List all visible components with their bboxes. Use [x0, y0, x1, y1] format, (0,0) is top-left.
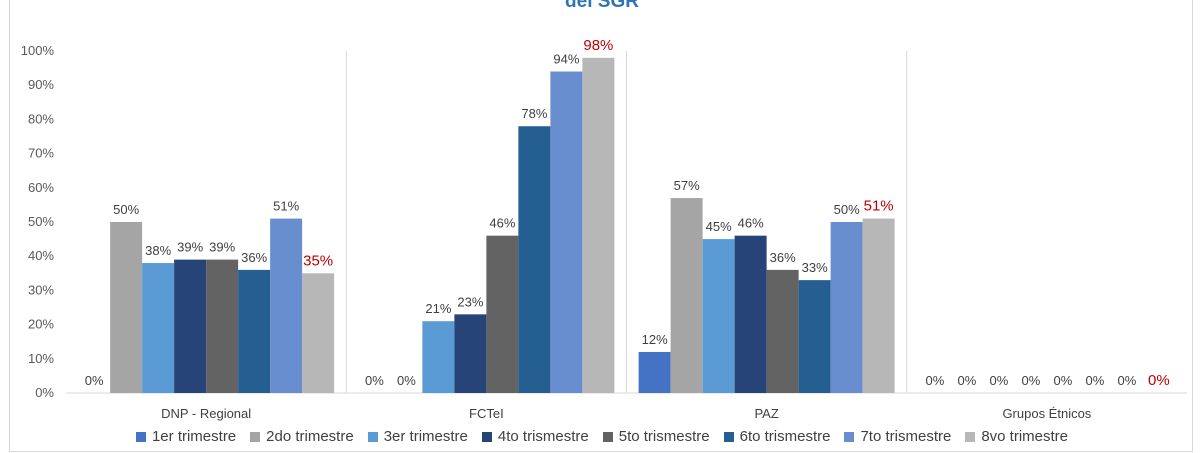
legend-item: 2do trimestre [250, 428, 354, 445]
bar [206, 259, 239, 393]
legend-swatch [844, 431, 855, 442]
data-label: 78% [521, 106, 547, 121]
y-tick-label: 100% [21, 43, 55, 58]
legend-label: 1er trimestre [151, 428, 237, 445]
legend-label: 3er trimestre [383, 428, 468, 445]
legend-swatch [481, 431, 492, 442]
data-label: 36% [241, 250, 267, 265]
data-label: 39% [209, 240, 235, 255]
legend-label: 2do trimestre [266, 428, 354, 445]
bar [734, 235, 767, 393]
y-tick-label: 60% [28, 180, 54, 195]
bar [422, 321, 455, 393]
y-tick-label: 40% [28, 248, 54, 263]
data-label: 98% [583, 37, 613, 54]
data-label: 38% [145, 243, 171, 258]
data-label: 0% [1053, 373, 1072, 388]
legend-item: 8vo trimestre [965, 428, 1068, 445]
legend-swatch [367, 431, 378, 442]
legend-swatch [723, 431, 734, 442]
legend-swatch [135, 431, 146, 442]
data-label: 46% [738, 216, 764, 231]
data-label: 50% [113, 202, 139, 217]
legend-swatch [965, 431, 976, 442]
legend-swatch [250, 431, 261, 442]
bar [270, 218, 303, 393]
y-tick-label: 90% [28, 77, 54, 92]
data-label: 0% [85, 373, 104, 388]
data-label: 39% [177, 240, 203, 255]
legend-item: 6to trismestre [723, 428, 831, 445]
legend-label: 4to trismestre [497, 428, 589, 445]
bar [110, 222, 143, 393]
y-tick-label: 70% [28, 146, 54, 161]
bar [238, 269, 271, 393]
data-label: 21% [425, 301, 451, 316]
data-label: 45% [706, 219, 732, 234]
chart-frame [9, 0, 1193, 452]
bar [702, 239, 735, 393]
legend-label: 8vo trimestre [981, 428, 1069, 445]
legend-label: 6to trismestre [739, 428, 831, 445]
legend: 1er trimestre 2do trimestre 3er trimestre 4… [0, 428, 1204, 445]
data-label: 0% [989, 373, 1008, 388]
legend-item: 1er trimestre [135, 428, 237, 445]
data-label: 33% [802, 260, 828, 275]
data-label: 23% [457, 294, 483, 309]
category-label: FCTeI [469, 406, 504, 421]
data-label: 0% [957, 373, 976, 388]
category-label: DNP - Regional [161, 406, 251, 421]
bar [830, 222, 863, 393]
legend-item: 7to trismestre [844, 428, 951, 445]
data-label: 0% [397, 373, 416, 388]
bar [302, 273, 335, 393]
data-label: 0% [1117, 373, 1136, 388]
bar [518, 126, 551, 394]
bar [766, 269, 799, 393]
data-label: 12% [642, 332, 668, 347]
bar [486, 235, 519, 393]
data-label: 35% [303, 252, 333, 269]
data-label: 51% [273, 199, 299, 214]
y-tick-label: 30% [28, 282, 54, 297]
bar [638, 351, 671, 393]
data-label: 94% [553, 52, 579, 67]
bar [174, 259, 207, 393]
bar [862, 218, 895, 393]
bar [142, 263, 175, 393]
bar [670, 198, 703, 393]
y-tick-label: 0% [35, 385, 54, 400]
legend-label: 5to trismestre [618, 428, 710, 445]
data-label: 0% [1148, 372, 1170, 389]
bar [798, 280, 831, 393]
data-label: 51% [864, 198, 894, 215]
legend-swatch [602, 431, 613, 442]
legend-label: 7to trismestre [860, 428, 952, 445]
y-tick-label: 10% [28, 351, 54, 366]
data-label: 0% [1021, 373, 1040, 388]
legend-item: 5to trismestre [602, 428, 710, 445]
data-label: 36% [770, 250, 796, 265]
data-label: 0% [1085, 373, 1104, 388]
y-tick-label: 20% [28, 317, 54, 332]
bar [454, 314, 487, 393]
chart-title: del SGR [565, 0, 639, 12]
data-label: 57% [674, 178, 700, 193]
bar [582, 57, 615, 394]
bar [550, 71, 583, 394]
data-label: 0% [365, 373, 384, 388]
bar-chart: 0% 10% 20% 30% 40% 50% 60% 70% 80% 90% 100% 0% 50% 38… [21, 37, 1187, 421]
data-label: 50% [834, 202, 860, 217]
data-label: 0% [925, 373, 944, 388]
legend-item: 4to trismestre [481, 428, 589, 445]
data-label: 46% [489, 216, 515, 231]
y-tick-label: 50% [28, 214, 54, 229]
legend-item: 3er trimestre [367, 428, 468, 445]
y-tick-label: 80% [28, 111, 54, 126]
category-label: PAZ [754, 406, 778, 421]
category-label: Grupos Étnicos [1002, 406, 1091, 421]
